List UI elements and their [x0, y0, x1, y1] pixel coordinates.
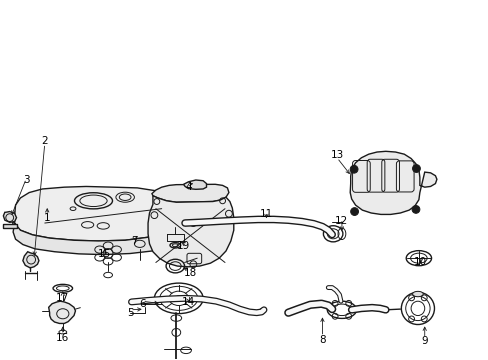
Text: 2: 2	[41, 136, 48, 145]
Circle shape	[349, 165, 357, 173]
Polygon shape	[3, 224, 17, 228]
Polygon shape	[3, 212, 17, 222]
Polygon shape	[166, 234, 183, 241]
Text: 15: 15	[98, 248, 111, 258]
Text: 16: 16	[56, 333, 69, 343]
Text: 12: 12	[335, 216, 348, 226]
Text: 14: 14	[182, 297, 195, 307]
Text: 1: 1	[44, 213, 50, 222]
Text: 10: 10	[413, 257, 427, 267]
Text: 11: 11	[259, 209, 272, 219]
Text: 8: 8	[319, 334, 325, 345]
Text: 7: 7	[131, 236, 138, 246]
Text: 19: 19	[177, 241, 190, 251]
Ellipse shape	[412, 291, 423, 297]
Text: 17: 17	[56, 293, 69, 303]
Polygon shape	[349, 151, 436, 215]
Polygon shape	[49, 301, 75, 323]
Polygon shape	[148, 196, 233, 267]
Circle shape	[350, 208, 358, 215]
Polygon shape	[23, 252, 39, 268]
Text: 4: 4	[185, 182, 191, 192]
Text: 13: 13	[330, 150, 343, 160]
Text: 18: 18	[183, 268, 196, 278]
Polygon shape	[12, 186, 184, 241]
Polygon shape	[12, 216, 190, 255]
Circle shape	[412, 165, 420, 172]
Text: 6: 6	[139, 299, 145, 309]
Polygon shape	[183, 180, 206, 189]
Text: 3: 3	[23, 175, 30, 185]
Text: 5: 5	[126, 308, 133, 318]
Text: 9: 9	[421, 336, 427, 346]
Polygon shape	[152, 184, 228, 202]
Polygon shape	[131, 236, 152, 249]
Circle shape	[411, 206, 419, 213]
